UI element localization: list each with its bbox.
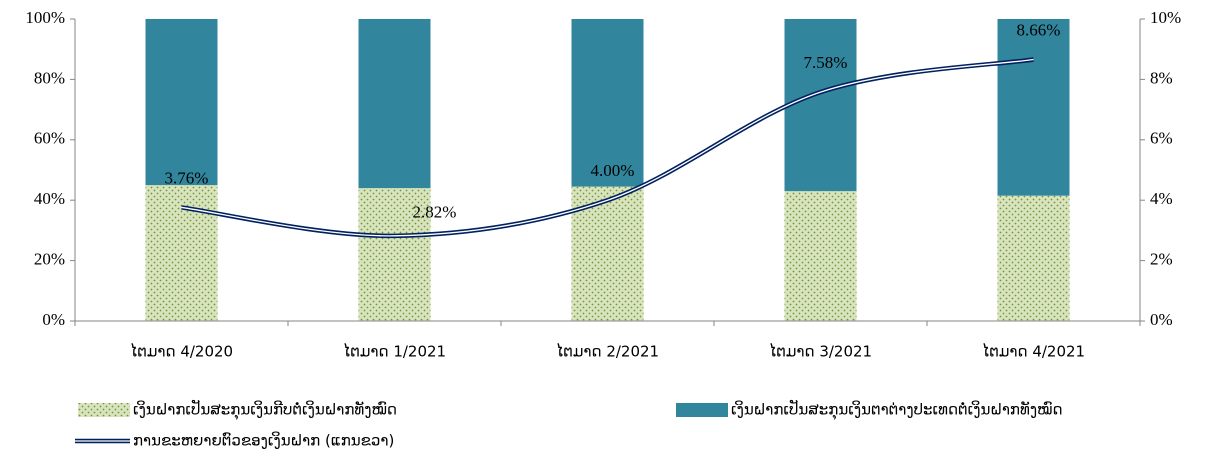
bar	[784, 191, 857, 321]
x-tick-label: ໄຕມາດ 3/2021	[769, 342, 872, 361]
legend-swatch	[676, 403, 728, 417]
legend-swatch	[78, 403, 130, 417]
y-tick-label: 40%	[34, 189, 65, 208]
y2-tick-label: 4%	[1150, 189, 1173, 208]
data-label: 8.66%	[1017, 20, 1061, 39]
y-tick-label: 20%	[34, 250, 65, 269]
y-tick-label: 0%	[42, 310, 65, 329]
bar	[784, 19, 857, 192]
bar	[145, 185, 218, 321]
bar	[358, 188, 431, 321]
y2-tick-label: 0%	[1150, 310, 1173, 329]
x-tick-label: ໄຕມາດ 4/2021	[982, 342, 1085, 361]
y2-tick-label: 8%	[1150, 68, 1173, 87]
bar	[571, 19, 644, 187]
bar	[358, 19, 431, 189]
bar	[145, 19, 218, 186]
y-tick-label: 80%	[34, 68, 65, 87]
x-tick-label: ໄຕມາດ 1/2021	[343, 342, 446, 361]
data-label: 4.00%	[591, 161, 635, 180]
bar	[997, 19, 1070, 196]
data-label: 3.76%	[165, 168, 209, 187]
bar	[997, 195, 1070, 321]
y-tick-label: 100%	[25, 8, 65, 27]
y2-tick-label: 2%	[1150, 250, 1173, 269]
data-label: 7.58%	[804, 53, 848, 72]
legend-label: ເງິນຝາກເປັນສະກຸນເງິນຕາຕ່າງປະເທດຕໍ່ເງິນຝາ…	[731, 398, 1063, 421]
legend-label: ເງິນຝາກເປັນສະກຸນເງິນກີບຕໍ່ເງິນຝາກທັງໝົດ	[133, 398, 397, 421]
x-tick-label: ໄຕມາດ 2/2021	[556, 342, 659, 361]
y-tick-label: 60%	[34, 129, 65, 148]
legend-label: ການຂະຫຍາຍຕົວຂອງເງິນຝາກ (ແກນຂວາ)	[133, 430, 394, 449]
data-label: 2.82%	[413, 203, 457, 222]
x-tick-label: ໄຕມາດ 4/2020	[130, 342, 233, 361]
line-highlight	[181, 58, 1034, 237]
y2-tick-label: 6%	[1150, 129, 1173, 148]
y2-tick-label: 10%	[1150, 8, 1181, 27]
